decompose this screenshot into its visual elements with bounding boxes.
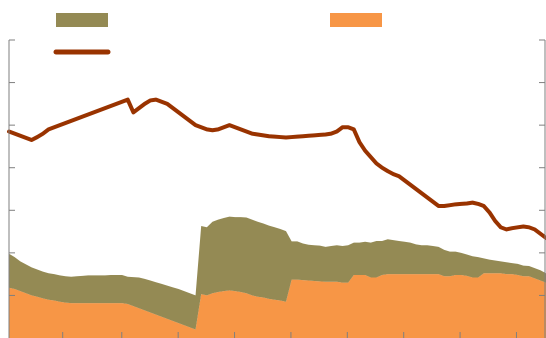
area-layer [9,216,546,338]
plot-area [7,39,546,338]
legend [53,13,382,55]
axes [8,39,546,338]
legend-swatch-olive [56,13,108,27]
line-series-0 [7,97,546,240]
area-series-1 [9,216,546,330]
legend-swatch-orange [330,13,382,27]
area-series-0 [9,273,546,338]
line-layer [7,97,546,240]
